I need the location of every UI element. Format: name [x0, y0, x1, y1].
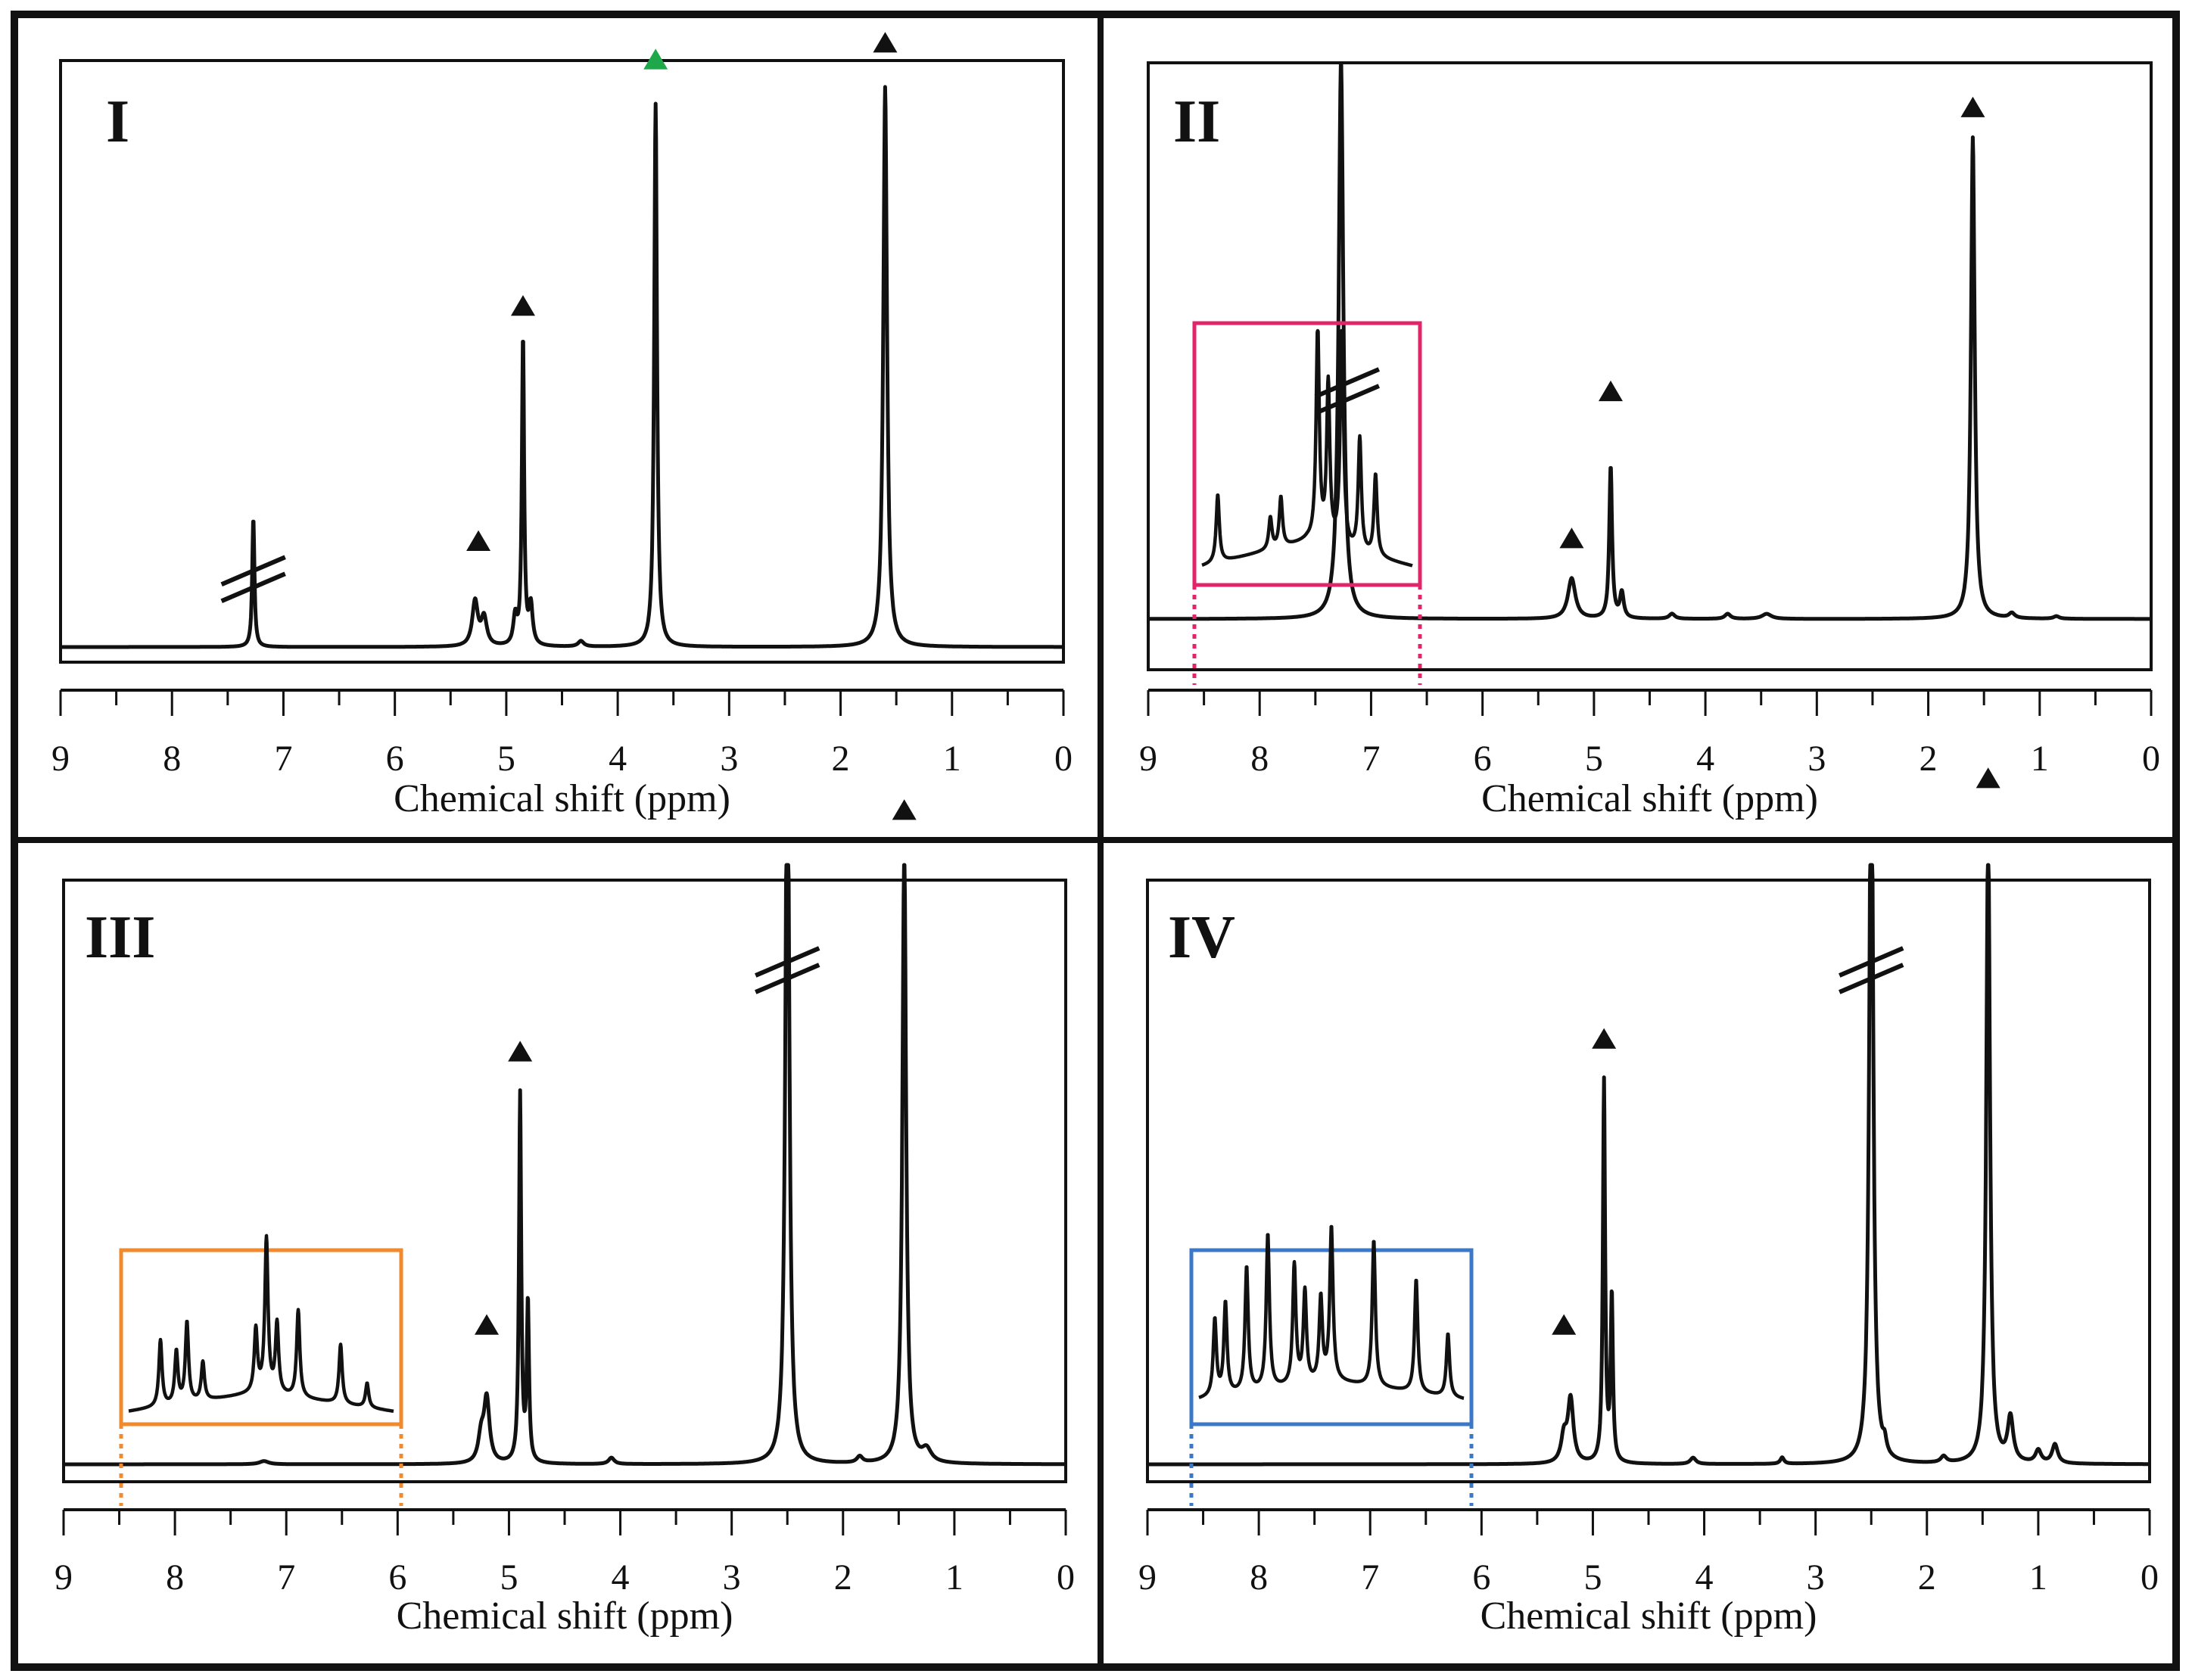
- x-tick-label: 1: [2029, 1557, 2047, 1598]
- axis-break-mark: [220, 555, 286, 603]
- green-peak-marker: [643, 48, 668, 70]
- peak-marker: [1559, 527, 1584, 549]
- x-tick-label: 3: [723, 1557, 741, 1598]
- peak-marker: [466, 530, 491, 551]
- x-tick-label: 5: [1583, 1557, 1602, 1598]
- peak-marker: [510, 295, 535, 316]
- x-tick-label: 0: [2141, 1557, 2159, 1598]
- x-tick-label: 0: [2142, 739, 2160, 779]
- x-tick-label: 8: [166, 1557, 184, 1598]
- panel-IV: IV 9 8 7 6 5 4 3 2 1 0 Chemical shift (ppm): [1138, 767, 2159, 1638]
- x-tick-label: 8: [1250, 739, 1269, 779]
- inset-axis-break-mark-line: [1314, 384, 1381, 415]
- panel-label: I: [106, 89, 129, 155]
- peak-marker: [1592, 1028, 1617, 1049]
- panel-label: II: [1173, 89, 1220, 155]
- plot-frame: [1147, 61, 2153, 671]
- zoom-inset-pink: [1192, 321, 1422, 685]
- peak-marker: [892, 799, 917, 820]
- inset-box: [119, 1248, 403, 1426]
- axis-break-mark-line: [1839, 946, 1904, 978]
- spectrum-trace: [1147, 63, 2153, 621]
- axis-break-mark-line: [1839, 963, 1904, 994]
- x-tick-label: 7: [1361, 1557, 1379, 1598]
- x-tick-label: 6: [1474, 739, 1492, 779]
- inset-box: [1192, 321, 1422, 587]
- x-tick-label: 1: [2031, 739, 2049, 779]
- x-tick-label: 3: [720, 739, 738, 779]
- x-tick-label: 4: [1696, 739, 1714, 779]
- peak-marker: [1598, 380, 1623, 402]
- inset-spectrum-trace: [1197, 1224, 1465, 1400]
- x-tick-label: 1: [943, 739, 961, 779]
- plot-frame: [62, 879, 1067, 1483]
- x-tick-label: 9: [1139, 739, 1157, 779]
- axis-break-mark-line: [220, 571, 286, 603]
- zoom-inset-blue: [1189, 1224, 1474, 1506]
- axis-break-mark-line: [220, 555, 286, 586]
- x-axis-title: Chemical shift (ppm): [397, 1594, 733, 1638]
- x-tick-label: 6: [388, 1557, 406, 1598]
- spectrum-trace: [62, 863, 1067, 1467]
- x-tick-label: 3: [1807, 739, 1826, 779]
- zoom-inset-orange: [119, 1234, 403, 1506]
- x-tick-label: 5: [500, 1557, 518, 1598]
- peak-marker: [1552, 1314, 1577, 1335]
- x-tick-label: 6: [386, 739, 404, 779]
- peak-marker: [873, 32, 898, 53]
- x-tick-label: 4: [609, 739, 627, 779]
- plot-frame: [59, 59, 1065, 664]
- x-tick-label: 2: [1920, 739, 1938, 779]
- x-tick-label: 4: [612, 1557, 630, 1598]
- x-tick-label: 5: [497, 739, 515, 779]
- x-tick-label: 9: [51, 739, 70, 779]
- x-tick-label: 4: [1695, 1557, 1714, 1598]
- x-tick-label: 0: [1054, 739, 1073, 779]
- peak-marker: [475, 1314, 500, 1335]
- peak-marker: [1976, 767, 2001, 789]
- panel-III: III 9 8 7 6 5 4 3 2 1 0 Chemical shift (ppm): [54, 799, 1075, 1638]
- plot-frame: [1146, 879, 2151, 1483]
- x-axis-title: Chemical shift (ppm): [1481, 777, 1818, 820]
- x-tick-label: 7: [277, 1557, 295, 1598]
- x-tick-label: 0: [1057, 1557, 1075, 1598]
- x-axis-title: Chemical shift (ppm): [1481, 1594, 1817, 1638]
- x-tick-label: 9: [54, 1557, 73, 1598]
- peak-marker: [508, 1041, 533, 1062]
- x-tick-label: 6: [1472, 1557, 1490, 1598]
- x-tick-label: 7: [274, 739, 292, 779]
- axis-break-mark-line: [755, 963, 820, 994]
- panels-layer: I 9 8 7 6 5 4 3 2 1 0 Chemical shift (ppm) II 9 8 7 6 5 4 3…: [51, 32, 2160, 1638]
- axis-break-mark: [755, 946, 820, 994]
- peak-marker: [1960, 96, 1985, 117]
- spectrum-trace: [1146, 863, 2151, 1467]
- panel-label: IV: [1168, 904, 1235, 971]
- x-tick-label: 2: [832, 739, 850, 779]
- x-tick-label: 2: [1918, 1557, 1936, 1598]
- x-tick-label: 1: [945, 1557, 964, 1598]
- axis-break-mark: [1839, 946, 1904, 994]
- x-tick-label: 2: [834, 1557, 852, 1598]
- x-tick-label: 8: [163, 739, 181, 779]
- x-tick-label: 3: [1807, 1557, 1825, 1598]
- inset-axis-break-mark: [1314, 367, 1381, 415]
- panel-II: II 9 8 7 6 5 4 3 2 1 0 Chemical shift (ppm): [1139, 61, 2160, 820]
- panel-I: I 9 8 7 6 5 4 3 2 1 0 Chemical shift (ppm): [51, 32, 1073, 820]
- x-tick-label: 7: [1362, 739, 1380, 779]
- inset-spectrum-trace: [127, 1234, 395, 1414]
- panel-label: III: [85, 904, 155, 971]
- inset-axis-break-mark-line: [1314, 367, 1381, 399]
- inset-spectrum-trace: [1200, 328, 1414, 568]
- axis-break-mark-line: [755, 946, 820, 978]
- x-axis-title: Chemical shift (ppm): [394, 777, 730, 820]
- x-tick-label: 8: [1250, 1557, 1268, 1598]
- x-tick-label: 5: [1585, 739, 1603, 779]
- x-tick-label: 9: [1138, 1557, 1157, 1598]
- spectrum-trace: [59, 85, 1065, 649]
